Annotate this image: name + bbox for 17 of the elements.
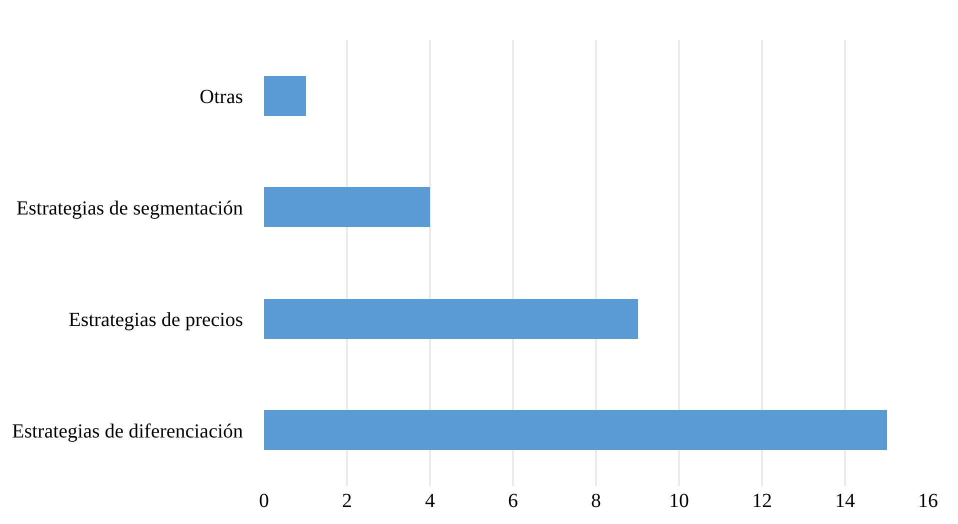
y-tick-label: Estrategias de diferenciación [12,420,243,442]
bar [264,187,430,227]
x-tick-label: 12 [752,490,772,512]
x-tick-label: 6 [508,490,518,512]
x-tick-label: 0 [259,490,269,512]
x-tick-label: 10 [669,490,689,512]
x-tick-label: 8 [591,490,601,512]
x-tick-label: 2 [342,490,352,512]
x-tick-label: 14 [835,490,855,512]
bar [264,299,638,339]
y-tick-label: Otras [200,86,244,108]
x-tick-label: 4 [425,490,435,512]
y-tick-label: Estrategias de segmentación [16,197,243,220]
bar [264,410,887,450]
bar [264,76,306,116]
x-tick-label: 16 [918,490,938,512]
y-tick-label: Estrategias de precios [68,308,244,331]
